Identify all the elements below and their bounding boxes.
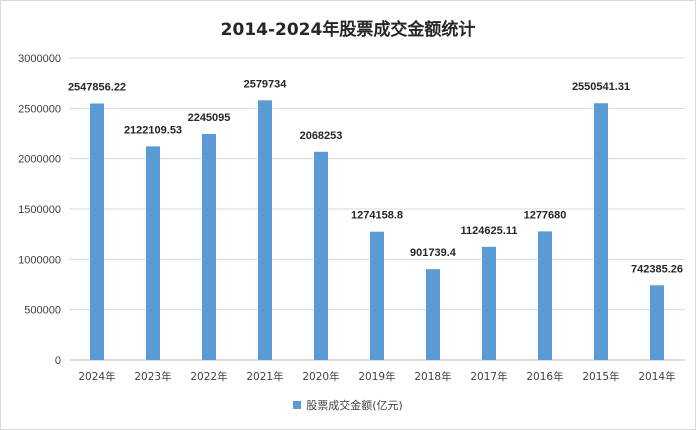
bar — [482, 246, 496, 360]
x-tick-label: 2024年 — [78, 370, 115, 383]
data-label: 2579734 — [244, 78, 288, 90]
bar — [650, 285, 664, 360]
chart-legend: 股票成交金额(亿元) — [1, 397, 695, 413]
data-label: 2547856.22 — [68, 82, 126, 94]
bar — [90, 103, 104, 360]
legend-swatch — [293, 401, 302, 409]
x-tick-label: 2018年 — [414, 370, 451, 383]
y-tick-label: 500000 — [24, 305, 61, 317]
x-tick-label: 2014年 — [638, 370, 675, 383]
data-label: 2245095 — [188, 112, 231, 124]
data-label: 1124625.11 — [461, 225, 518, 237]
y-tick-label: 2500000 — [18, 103, 61, 115]
x-tick-label: 2019年 — [358, 370, 395, 383]
y-tick-label: 1500000 — [18, 204, 61, 216]
bar — [370, 231, 384, 360]
bar — [594, 103, 608, 360]
data-label: 1274158.8 — [351, 210, 403, 222]
data-label: 2068253 — [300, 130, 343, 142]
bar — [314, 151, 328, 360]
bar — [538, 231, 552, 360]
bar — [146, 146, 160, 360]
chart-title: 2014-2024年股票成交金额统计 — [220, 20, 476, 40]
data-label: 901739.4 — [410, 247, 457, 259]
bar — [426, 269, 440, 360]
data-label: 2122109.53 — [124, 124, 182, 136]
bar — [258, 100, 272, 361]
x-tick-label: 2017年 — [470, 370, 507, 383]
data-label: 2550541.31 — [572, 81, 630, 93]
x-tick-label: 2015年 — [582, 370, 619, 383]
y-tick-label: 0 — [55, 355, 61, 367]
x-tick-label: 2021年 — [246, 370, 283, 383]
data-label: 1277680 — [524, 209, 567, 221]
data-label: 742385.26 — [631, 263, 683, 275]
y-tick-label: 2000000 — [18, 154, 61, 166]
y-tick-label: 1000000 — [18, 254, 61, 266]
y-tick-label: 3000000 — [18, 53, 61, 65]
x-tick-label: 2020年 — [302, 370, 339, 383]
legend-label: 股票成交金额(亿元) — [306, 399, 403, 412]
bar — [202, 133, 216, 360]
x-tick-label: 2022年 — [190, 370, 227, 383]
x-tick-label: 2023年 — [134, 370, 171, 383]
x-tick-label: 2016年 — [526, 370, 563, 383]
bar-chart: 0 500000 1000000 1500000 2000000 2500000 30000… — [18, 53, 685, 383]
